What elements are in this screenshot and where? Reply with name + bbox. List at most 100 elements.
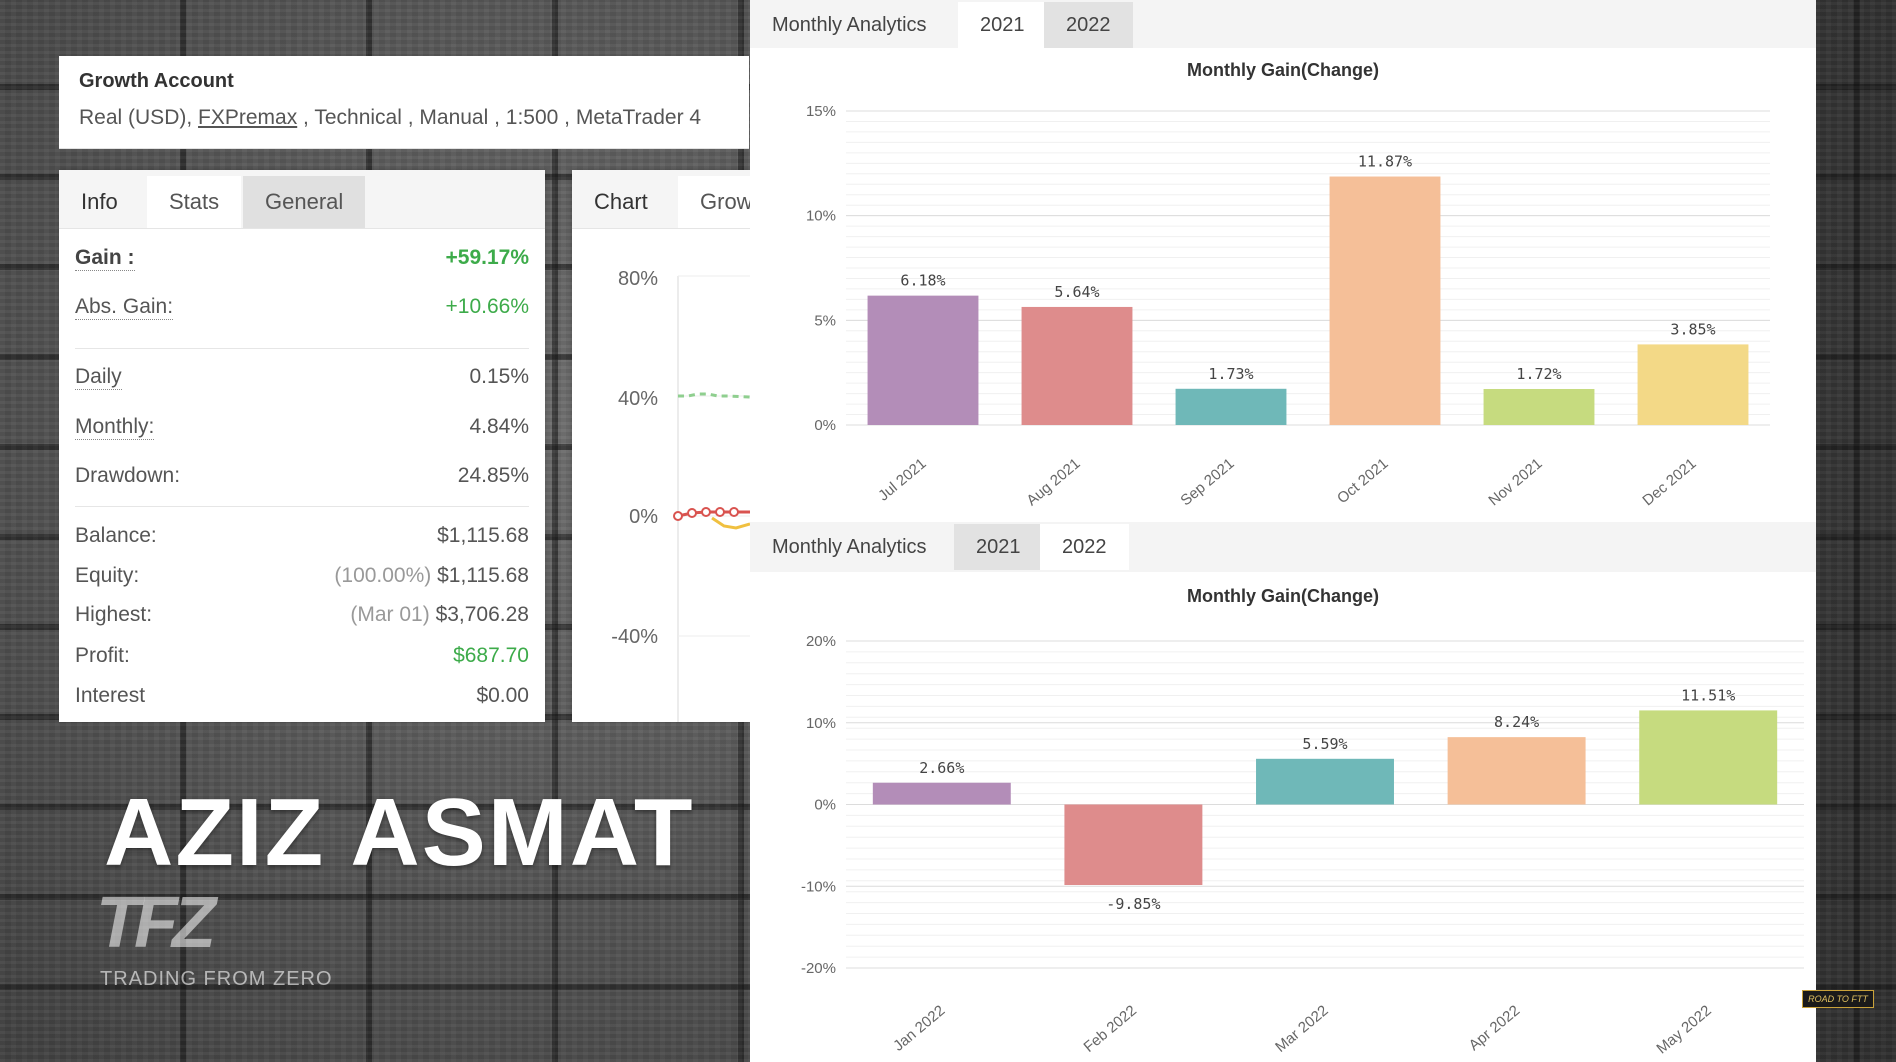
bar bbox=[872, 782, 1011, 805]
monthly-analytics-2022-panel: Monthly Analytics 2021 2022 Monthly Gain… bbox=[750, 522, 1816, 1062]
data-label: 8.24% bbox=[1494, 713, 1539, 731]
x-tick-label: May 2022 bbox=[1653, 1002, 1714, 1057]
tab-monthly-analytics[interactable]: Monthly Analytics bbox=[772, 14, 927, 36]
monthly-label[interactable]: Monthly: bbox=[75, 415, 155, 440]
data-label: 5.59% bbox=[1302, 735, 1347, 753]
tfz-logo: TFZ bbox=[96, 883, 216, 963]
x-tick-label: Jul 2021 bbox=[875, 455, 929, 504]
data-label: 5.64% bbox=[1054, 283, 1099, 301]
stats-tabbar: Info Stats General bbox=[59, 170, 545, 229]
tab-stats[interactable]: Stats bbox=[147, 176, 242, 228]
bar bbox=[1064, 804, 1203, 886]
analytics-tabbar: Monthly Analytics 2021 2022 bbox=[750, 522, 1816, 572]
interest-label: Interest bbox=[75, 684, 146, 707]
y-tick-label: 10% bbox=[806, 208, 836, 225]
chart-title: Monthly Gain(Change) bbox=[1187, 60, 1379, 80]
tab-2021[interactable]: 2021 bbox=[958, 2, 1047, 48]
tab-info[interactable]: Info bbox=[81, 189, 118, 214]
bar bbox=[1021, 306, 1133, 425]
account-details: , Technical , Manual , 1:500 , MetaTrade… bbox=[297, 106, 702, 129]
daily-value: 0.15% bbox=[469, 365, 529, 388]
y-tick-label: 0% bbox=[814, 417, 836, 434]
x-tick-label: Aug 2021 bbox=[1023, 455, 1083, 509]
growth-axis-tick: 40% bbox=[617, 388, 658, 410]
stats-panel: Info Stats General Gain : +59.17% Abs. G… bbox=[59, 170, 545, 722]
growth-axis-tick: 80% bbox=[617, 268, 658, 290]
bar bbox=[1175, 388, 1287, 425]
bar bbox=[1637, 344, 1749, 425]
equity-label: Equity: bbox=[75, 564, 140, 587]
data-label: 3.85% bbox=[1670, 320, 1715, 338]
data-label: -9.85% bbox=[1106, 895, 1160, 913]
bar bbox=[1483, 388, 1595, 425]
profit-row: Profit: $687.70 bbox=[75, 644, 529, 674]
bar bbox=[1447, 737, 1586, 805]
highest-label: Highest: bbox=[75, 603, 153, 626]
growth-chart-plot bbox=[673, 275, 750, 722]
account-title: Growth Account bbox=[79, 70, 234, 92]
daily-label[interactable]: Daily bbox=[75, 365, 122, 390]
account-header-card: Growth Account Real (USD), FXPremax , Te… bbox=[59, 56, 749, 149]
abs-gain-row: Abs. Gain: +10.66% bbox=[75, 295, 529, 325]
x-tick-label: Mar 2022 bbox=[1272, 1002, 1331, 1056]
growth-line-drawdown bbox=[711, 516, 750, 530]
y-tick-label: 0% bbox=[814, 797, 836, 814]
equity-row: Equity: (100.00%) $1,115.68 bbox=[75, 564, 529, 594]
bar bbox=[1639, 710, 1778, 805]
highest-row: Highest: (Mar 01) $3,706.28 bbox=[75, 603, 529, 633]
tab-2022[interactable]: 2022 bbox=[1040, 524, 1129, 570]
abs-gain-label[interactable]: Abs. Gain: bbox=[75, 295, 174, 320]
drawdown-label: Drawdown: bbox=[75, 464, 181, 487]
x-tick-label: Feb 2022 bbox=[1080, 1002, 1139, 1056]
profit-value: $687.70 bbox=[453, 644, 529, 667]
monthly-gain-chart-2022: 20% 10% 0% -10% -20% 2.66% Jan 2022 -9.85% Feb 2… bbox=[801, 633, 1804, 1057]
analytics-tabbar: Monthly Analytics 2021 2022 bbox=[750, 0, 1816, 48]
y-tick-label: 5% bbox=[814, 312, 836, 329]
tab-chart[interactable]: Chart bbox=[594, 189, 648, 214]
tab-2021[interactable]: 2021 bbox=[954, 524, 1043, 570]
gain-label[interactable]: Gain : bbox=[75, 246, 135, 271]
x-tick-label: Apr 2022 bbox=[1466, 1002, 1524, 1054]
monthly-value: 4.84% bbox=[469, 415, 529, 438]
profit-label: Profit: bbox=[75, 644, 130, 667]
chart-title: Monthly Gain(Change) bbox=[1187, 586, 1379, 606]
broker-link[interactable]: FXPremax bbox=[198, 106, 298, 129]
y-tick-label: 15% bbox=[806, 103, 836, 120]
abs-gain-value: +10.66% bbox=[445, 295, 530, 318]
x-tick-label: Jan 2022 bbox=[890, 1002, 948, 1055]
highest-date: (Mar 01) bbox=[350, 603, 430, 626]
drawdown-value: 24.85% bbox=[457, 464, 529, 487]
x-tick-label: Nov 2021 bbox=[1485, 455, 1545, 509]
account-subtitle: Real (USD), FXPremax , Technical , Manua… bbox=[79, 106, 701, 130]
stats-divider bbox=[75, 506, 529, 507]
equity-percent: (100.00%) bbox=[334, 564, 432, 587]
interest-value: $0.00 bbox=[476, 684, 529, 707]
growth-point bbox=[729, 507, 739, 517]
tab-general[interactable]: General bbox=[243, 176, 366, 228]
data-label: 1.72% bbox=[1516, 365, 1561, 383]
equity-value-group: (100.00%) $1,115.68 bbox=[334, 564, 529, 588]
tab-monthly-analytics[interactable]: Monthly Analytics bbox=[772, 536, 927, 558]
tab-growth[interactable]: Grow bbox=[678, 176, 750, 228]
highest-value-group: (Mar 01) $3,706.28 bbox=[350, 603, 529, 627]
data-label: 6.18% bbox=[900, 272, 945, 290]
growth-axis-tick: -40% bbox=[611, 626, 658, 648]
bar bbox=[867, 295, 979, 425]
growth-point bbox=[673, 511, 683, 521]
gain-row: Gain : +59.17% bbox=[75, 246, 529, 276]
tab-2022[interactable]: 2022 bbox=[1044, 2, 1133, 48]
data-label: 11.51% bbox=[1681, 686, 1735, 704]
presenter-name: AZIZ ASMAT bbox=[104, 779, 695, 886]
bar bbox=[1329, 176, 1441, 425]
monthly-gain-chart-2021: 15% 10% 5% 0% 6.18% Jul 2021 5.64% Aug 2021 1.73… bbox=[806, 103, 1770, 509]
account-type: Real (USD), bbox=[79, 106, 199, 129]
growth-axis-tick: 0% bbox=[629, 506, 658, 528]
growth-point bbox=[701, 507, 711, 517]
daily-row: Daily 0.15% bbox=[75, 365, 529, 395]
x-tick-label: Sep 2021 bbox=[1177, 455, 1237, 509]
stats-divider bbox=[75, 348, 529, 349]
logo-tagline: TRADING FROM ZERO bbox=[100, 968, 333, 990]
growth-point bbox=[687, 508, 697, 518]
y-tick-label: -20% bbox=[801, 960, 836, 977]
x-tick-label: Dec 2021 bbox=[1639, 455, 1699, 509]
